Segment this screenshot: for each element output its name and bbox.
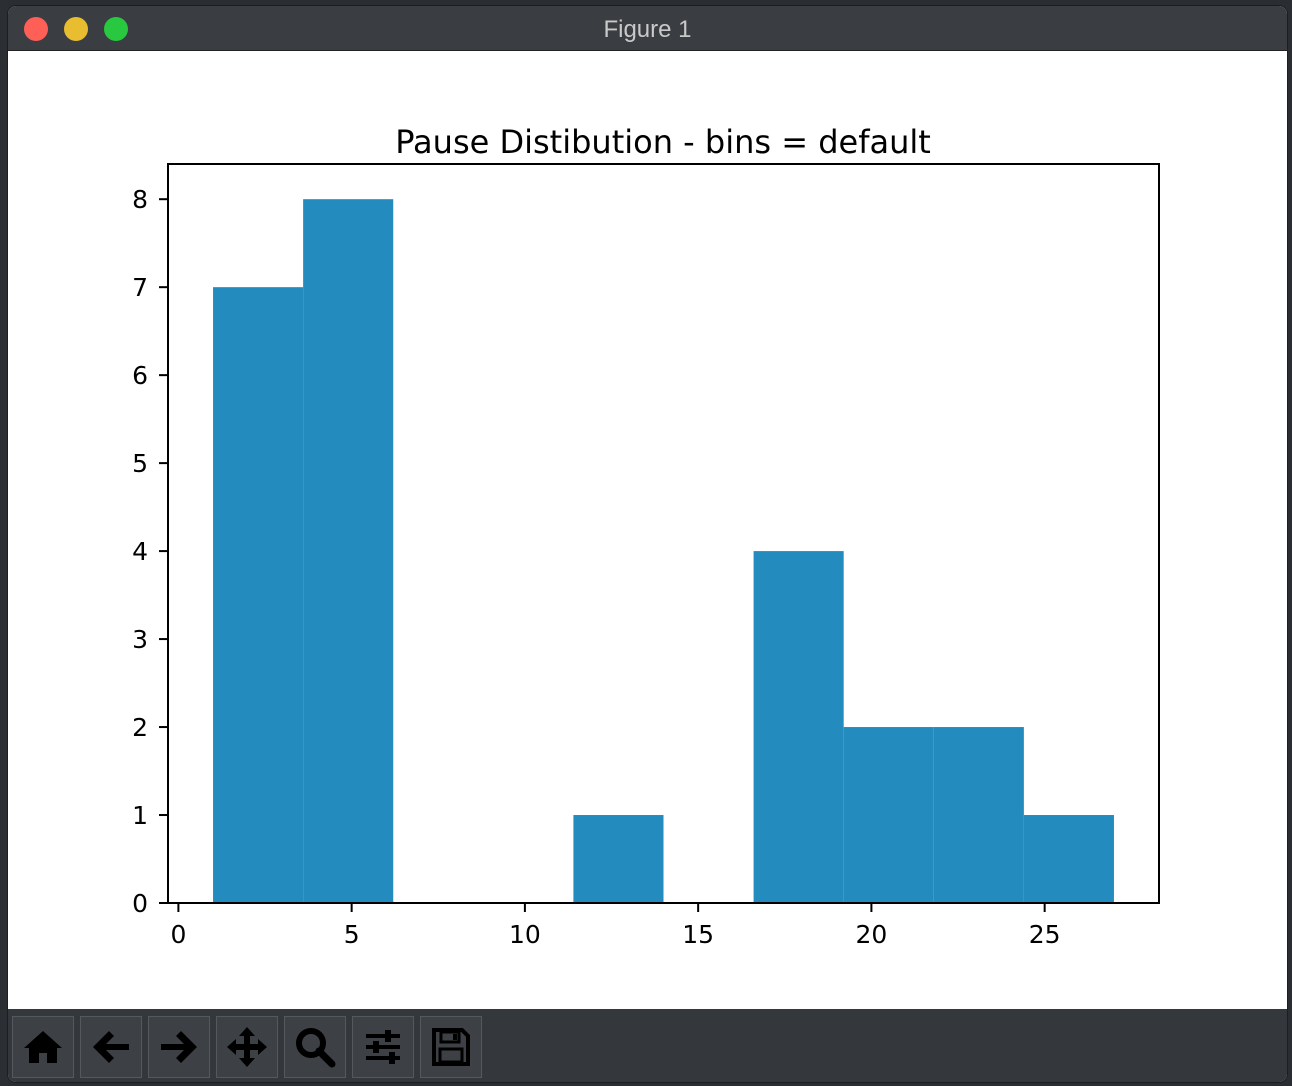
histogram-bar xyxy=(303,199,394,903)
minimize-button[interactable] xyxy=(64,17,88,41)
x-tick-label: 15 xyxy=(682,920,714,949)
axes-frame xyxy=(167,163,1160,904)
zoom-button[interactable] xyxy=(284,1016,346,1078)
y-tick-label: 3 xyxy=(132,625,148,654)
background-terminal xyxy=(0,0,8,1086)
x-tick-label: 25 xyxy=(1029,920,1061,949)
close-button[interactable] xyxy=(24,17,48,41)
x-tick-label: 5 xyxy=(344,920,360,949)
home-icon xyxy=(24,1031,62,1063)
arrow-left-icon xyxy=(93,1031,129,1063)
window-title: Figure 1 xyxy=(603,16,692,43)
forward-button[interactable] xyxy=(148,1016,210,1078)
y-tick-label: 5 xyxy=(132,449,148,478)
y-tick-label: 6 xyxy=(132,361,148,390)
y-tick-label: 8 xyxy=(132,185,148,214)
x-tick-label: 0 xyxy=(170,920,186,949)
y-tick-label: 4 xyxy=(132,537,148,566)
magnifier-icon xyxy=(296,1028,336,1068)
figure-window: Figure 1 Pause Distibution - bins = defa… xyxy=(8,6,1287,1082)
maximize-button[interactable] xyxy=(104,17,128,41)
histogram-bar xyxy=(933,727,1024,903)
y-tick-label: 2 xyxy=(132,713,148,742)
figure-canvas: Pause Distibution - bins = default 0 5 10 1… xyxy=(132,123,1160,949)
move-icon xyxy=(227,1027,267,1067)
histogram-bar xyxy=(213,287,304,903)
x-tick-label: 20 xyxy=(855,920,887,949)
configure-subplots-button[interactable] xyxy=(352,1016,414,1078)
x-tick-label: 10 xyxy=(509,920,541,949)
navigation-toolbar xyxy=(8,1009,1287,1082)
sliders-icon xyxy=(366,1030,400,1064)
chart-title: Pause Distibution - bins = default xyxy=(395,123,931,161)
y-tick-label: 1 xyxy=(132,801,148,830)
home-button[interactable] xyxy=(12,1016,74,1078)
floppy-disk-icon xyxy=(432,1028,470,1066)
title-bar: Figure 1 xyxy=(8,6,1287,51)
histogram-bar xyxy=(1023,815,1114,903)
arrow-right-icon xyxy=(161,1031,197,1063)
y-tick-label: 0 xyxy=(132,889,148,918)
back-button[interactable] xyxy=(80,1016,142,1078)
histogram-bar xyxy=(843,727,934,903)
histogram-bar xyxy=(753,551,844,903)
pan-button[interactable] xyxy=(216,1016,278,1078)
histogram-bar xyxy=(573,815,664,903)
y-tick-label: 7 xyxy=(132,273,148,302)
save-button[interactable] xyxy=(420,1016,482,1078)
